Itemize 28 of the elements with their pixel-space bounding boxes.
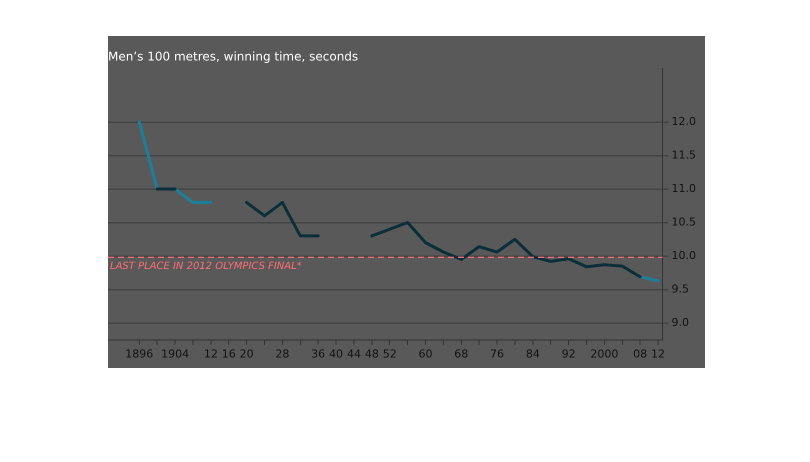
- y-tick-label: 10.5: [672, 215, 696, 228]
- y-tick-label: 11.5: [672, 148, 696, 162]
- x-tick-label: 60: [418, 347, 432, 360]
- x-tick-label: 28: [275, 347, 290, 360]
- x-tick-label: 52: [382, 347, 397, 360]
- ref-line-label: LAST PLACE IN 2012 OLYMPICS FINAL*: [110, 260, 302, 272]
- x-tick-label: 12: [651, 347, 666, 360]
- y-tick-label: 10.0: [672, 248, 696, 262]
- y-tick-label: 9.5: [672, 282, 690, 296]
- x-tick-label: 36: [311, 347, 326, 360]
- x-tick-label: 76: [490, 347, 504, 360]
- x-tick-label: 68: [454, 347, 468, 360]
- x-tick-label: 08: [633, 347, 648, 360]
- x-tick-label: 1904: [161, 347, 190, 360]
- y-tick-label: 12.0: [672, 114, 696, 128]
- x-tick-label: 92: [562, 347, 576, 360]
- x-tick-label: 20: [240, 347, 254, 360]
- y-tick-label: 11.0: [672, 182, 696, 195]
- x-tick-label: 84: [526, 347, 540, 360]
- y-tick-label: 9.0: [672, 316, 690, 329]
- x-tick-label: 12: [204, 347, 218, 360]
- x-tick-label: 16: [222, 347, 236, 360]
- x-tick-label: 1896: [125, 347, 154, 360]
- x-tick-label: 44: [346, 347, 361, 360]
- chart-title: Men’s 100 metres, winning time, seconds: [108, 49, 358, 64]
- x-tick-label: 2000: [590, 347, 618, 360]
- x-tick-label: 48: [364, 347, 379, 360]
- x-tick-label: 40: [329, 347, 344, 360]
